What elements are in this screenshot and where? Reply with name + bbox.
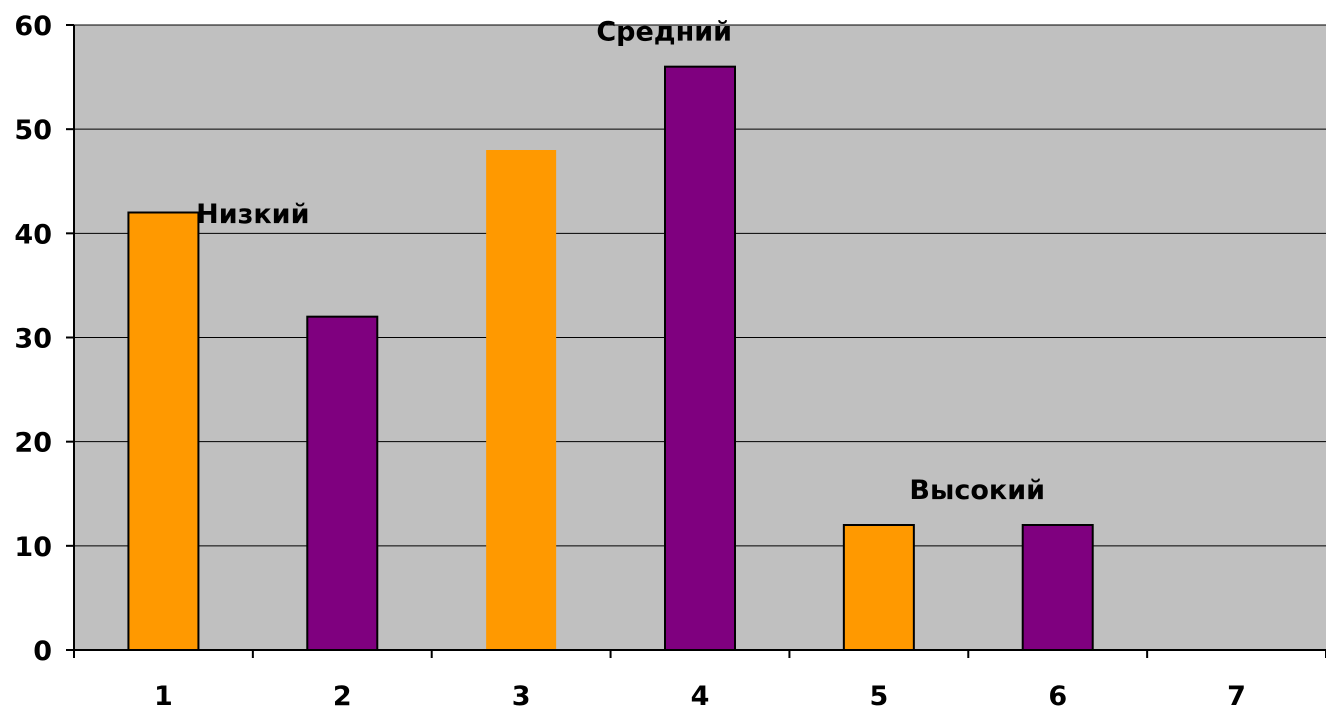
annotation-label-1: Средний	[596, 17, 732, 48]
y-tick-label-5: 50	[14, 115, 52, 146]
axes	[66, 24, 1326, 658]
x-tick-label-5: 5	[869, 681, 888, 712]
x-tick-labels: 1 2 3 4 5 6 7	[154, 681, 1246, 712]
bar-3	[486, 150, 557, 650]
y-tick-label-2: 20	[14, 428, 52, 459]
bar-6	[1021, 524, 1094, 651]
bars	[127, 65, 1094, 651]
bar-4	[664, 65, 736, 651]
y-tick-label-3: 30	[14, 324, 52, 355]
bar-5	[842, 524, 915, 651]
x-tick-label-3: 3	[512, 681, 531, 712]
y-tick-label-6: 60	[14, 11, 52, 42]
y-tick-label-4: 40	[14, 219, 52, 250]
annotation-label-0: Низкий	[196, 199, 309, 230]
annotations: Низкий Средний Высокий	[196, 17, 1045, 506]
x-tick-label-4: 4	[691, 681, 710, 712]
y-tick-label-0: 0	[33, 636, 52, 667]
y-tick-labels: 0 10 20 30 40 50 60	[14, 11, 52, 667]
x-tick-label-6: 6	[1048, 681, 1067, 712]
annotation-label-2: Высокий	[909, 475, 1045, 506]
bar-1	[127, 211, 200, 651]
x-tick-label-1: 1	[154, 681, 173, 712]
bar-2	[306, 315, 379, 651]
y-tick-label-1: 10	[14, 532, 52, 563]
x-tick-label-7: 7	[1227, 681, 1246, 712]
x-tick-label-2: 2	[333, 681, 352, 712]
